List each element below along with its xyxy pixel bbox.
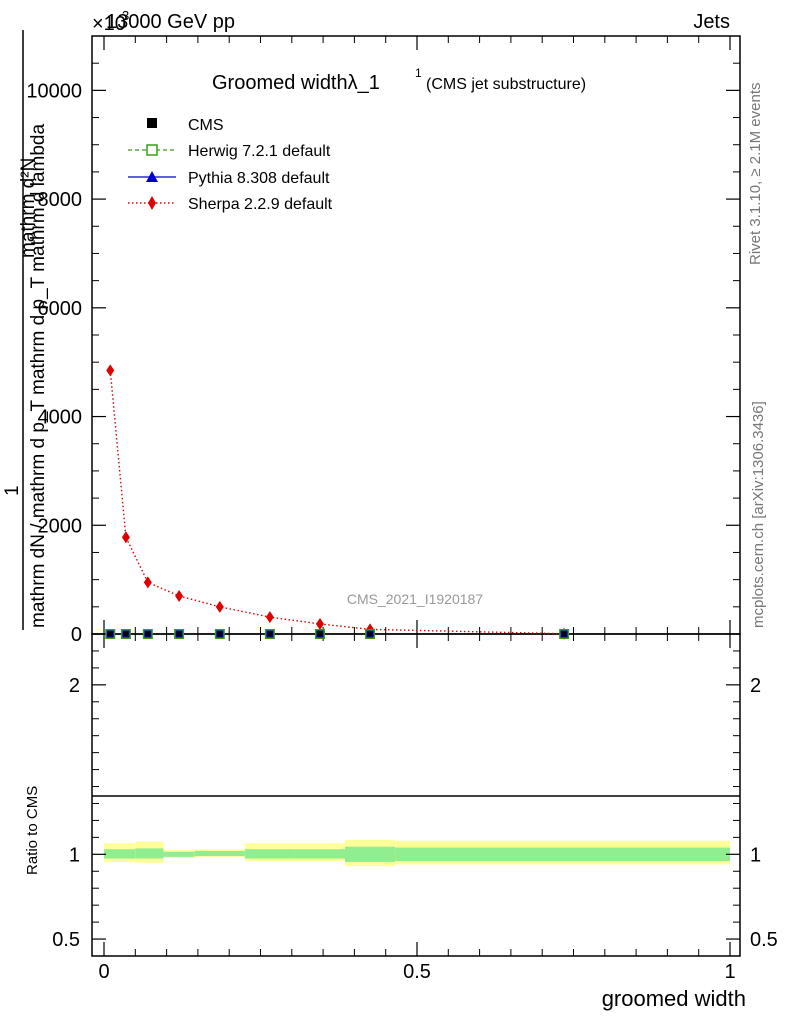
legend-label-pythia: Pythia 8.308 default — [188, 170, 330, 187]
category-label: Jets — [693, 11, 730, 33]
analysis-watermark: CMS_2021_I1920187 — [347, 591, 483, 607]
legend-label-herwig: Herwig 7.2.1 default — [188, 143, 331, 160]
sherpa-line — [109, 370, 565, 635]
ratio-inner-band-bin — [294, 849, 346, 859]
ratio-inner-band-bin — [194, 850, 245, 857]
beam-label: 13000 GeV pp — [106, 11, 235, 33]
cms-point — [217, 631, 223, 637]
y-axis-label-main: mathrm d²N 1 mathrm dN / mathrm d p_T ma… — [2, 30, 49, 630]
ratio-tick-label-right: 2 — [750, 675, 761, 697]
cms-point — [367, 631, 373, 637]
ratio-tick-label: 0.5 — [52, 929, 80, 951]
source-label: mcplots.cern.ch [arXiv:1306.3436] — [750, 401, 767, 628]
ratio-tick-label-right: 0.5 — [750, 929, 778, 951]
cms-point — [317, 631, 323, 637]
x-tick-label: 1 — [724, 961, 735, 983]
ratio-inner-band-bin — [135, 848, 164, 859]
ratio-inner-band-bin — [163, 851, 195, 857]
y-tick-label: 2000 — [38, 515, 83, 537]
sherpa-point — [143, 576, 152, 589]
legend-marker-cms — [147, 118, 157, 128]
legend-label-sherpa: Sherpa 2.2.9 default — [188, 196, 333, 213]
ratio-inner-band-bin — [395, 847, 730, 862]
y-multiplier-label: ×10 — [92, 13, 126, 35]
cms-point — [107, 631, 113, 637]
sherpa-point — [106, 364, 115, 377]
ratio-tick-label: 1 — [69, 844, 80, 866]
legend-marker-pythia — [146, 171, 158, 182]
ratio-tick-label: 2 — [69, 675, 80, 697]
chart-subtitle: (CMS jet substructure) — [426, 76, 586, 93]
x-tick-label: 0 — [98, 961, 109, 983]
chart-title-superscript: 1 — [415, 66, 422, 80]
sherpa-point — [265, 611, 274, 624]
y-multiplier-power: 3 — [122, 8, 129, 23]
x-axis-label: groomed width — [602, 986, 746, 1011]
y-tick-label: 8000 — [38, 189, 83, 211]
y-axis-label-ratio: Ratio to CMS — [24, 786, 41, 875]
cms-point — [561, 631, 567, 637]
main-axis-ticks: 0 2000 4000 6000 8000 10000 — [26, 62, 740, 646]
cms-point — [176, 631, 182, 637]
y-tick-label: 10000 — [26, 80, 82, 102]
ratio-inner-band-bin — [244, 849, 295, 859]
main-series — [105, 364, 570, 640]
ratio-axis-ticks: 0.5 0.5 1 1 2 2 — [52, 650, 778, 951]
legend-label-cms: CMS — [188, 117, 224, 134]
sherpa-point — [175, 589, 184, 602]
cms-point — [267, 631, 273, 637]
y-tick-label: 4000 — [38, 407, 83, 429]
x-tick-label: 0.5 — [403, 961, 431, 983]
cms-point — [123, 631, 129, 637]
chart-title: Groomed widthλ_1 — [212, 72, 380, 94]
sherpa-point — [315, 617, 324, 630]
legend-marker-sherpa — [148, 196, 156, 210]
ratio-bands — [104, 839, 730, 867]
legend: CMS Herwig 7.2.1 default Pythia 8.308 de… — [128, 117, 333, 213]
cms-point — [145, 631, 151, 637]
y-label-numerator: 1 — [2, 485, 23, 496]
ratio-tick-label-right: 1 — [750, 844, 761, 866]
ratio-inner-band-bin — [104, 849, 136, 859]
legend-marker-herwig — [146, 144, 158, 156]
y-tick-label: 6000 — [38, 298, 83, 320]
sherpa-point — [121, 531, 130, 544]
y-tick-label: 0 — [71, 624, 82, 646]
rivet-version-label: Rivet 3.1.10, ≥ 2.1M events — [747, 83, 764, 266]
ratio-inner-band-bin — [345, 846, 396, 862]
sherpa-point — [215, 600, 224, 613]
y-label-denominator: mathrm dN / mathrm d p_T mathrm d p_T ma… — [28, 124, 49, 628]
ratio-plot-frame — [91, 633, 741, 957]
